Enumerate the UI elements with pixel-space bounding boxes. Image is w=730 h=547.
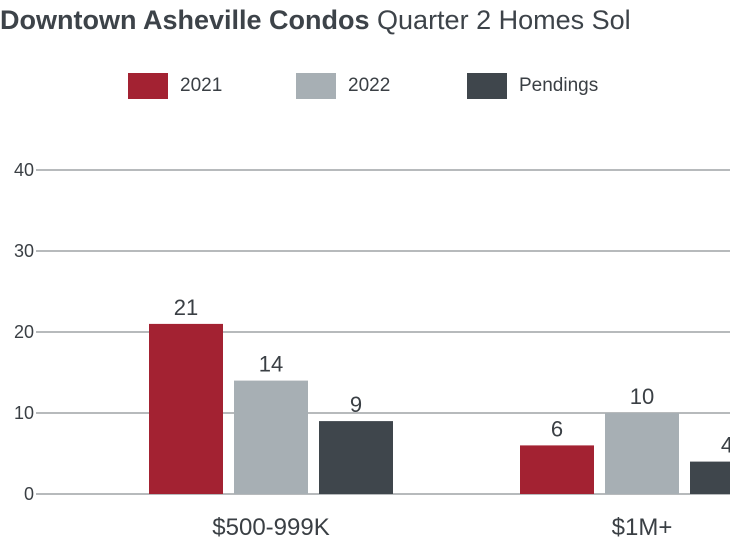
chart-legend: 2021 2022 Pendings (0, 0, 730, 110)
y-tick-label-0: 0 (24, 484, 34, 504)
legend-swatch-pendings (467, 73, 507, 99)
bar-pendings-2 (690, 461, 730, 494)
legend-swatch-2022 (296, 73, 336, 99)
category-labels: $500-999K $1M+ (212, 514, 672, 541)
bar-2021-1 (149, 323, 223, 494)
chart-title-main: Downtown Asheville Condos (0, 5, 370, 35)
legend-swatch-2021 (128, 73, 168, 99)
data-label-pendings-2: 4 (721, 433, 730, 458)
bar-2022-2 (605, 413, 679, 494)
legend-label-2021: 2021 (180, 75, 223, 96)
y-tick-label-40: 40 (14, 160, 34, 180)
y-tick-label-30: 30 (14, 241, 34, 261)
data-labels: 21 14 9 6 10 4 (174, 295, 730, 458)
data-label-2021-1: 21 (174, 295, 198, 320)
data-label-2022-1: 14 (259, 352, 283, 377)
data-label-2022-2: 10 (630, 384, 654, 409)
data-label-2021-2: 6 (551, 416, 563, 441)
bar-2021-2 (520, 445, 594, 494)
chart-title: Downtown Asheville Condos Quarter 2 Home… (0, 2, 631, 38)
y-tick-label-20: 20 (14, 322, 34, 342)
bars (149, 323, 730, 494)
chart-subtitle: Quarter 2 Homes Sol (377, 5, 631, 35)
legend-label-pendings: Pendings (519, 75, 599, 96)
legend-label-2022: 2022 (348, 75, 391, 96)
y-tick-label-10: 10 (14, 403, 34, 423)
category-label-2: $1M+ (612, 514, 673, 541)
category-label-1: $500-999K (212, 514, 329, 541)
y-axis-ticks: 0 10 20 30 40 (14, 160, 34, 504)
bar-2022-1 (234, 380, 308, 494)
bar-pendings-1 (319, 421, 393, 494)
data-label-pendings-1: 9 (350, 392, 362, 417)
